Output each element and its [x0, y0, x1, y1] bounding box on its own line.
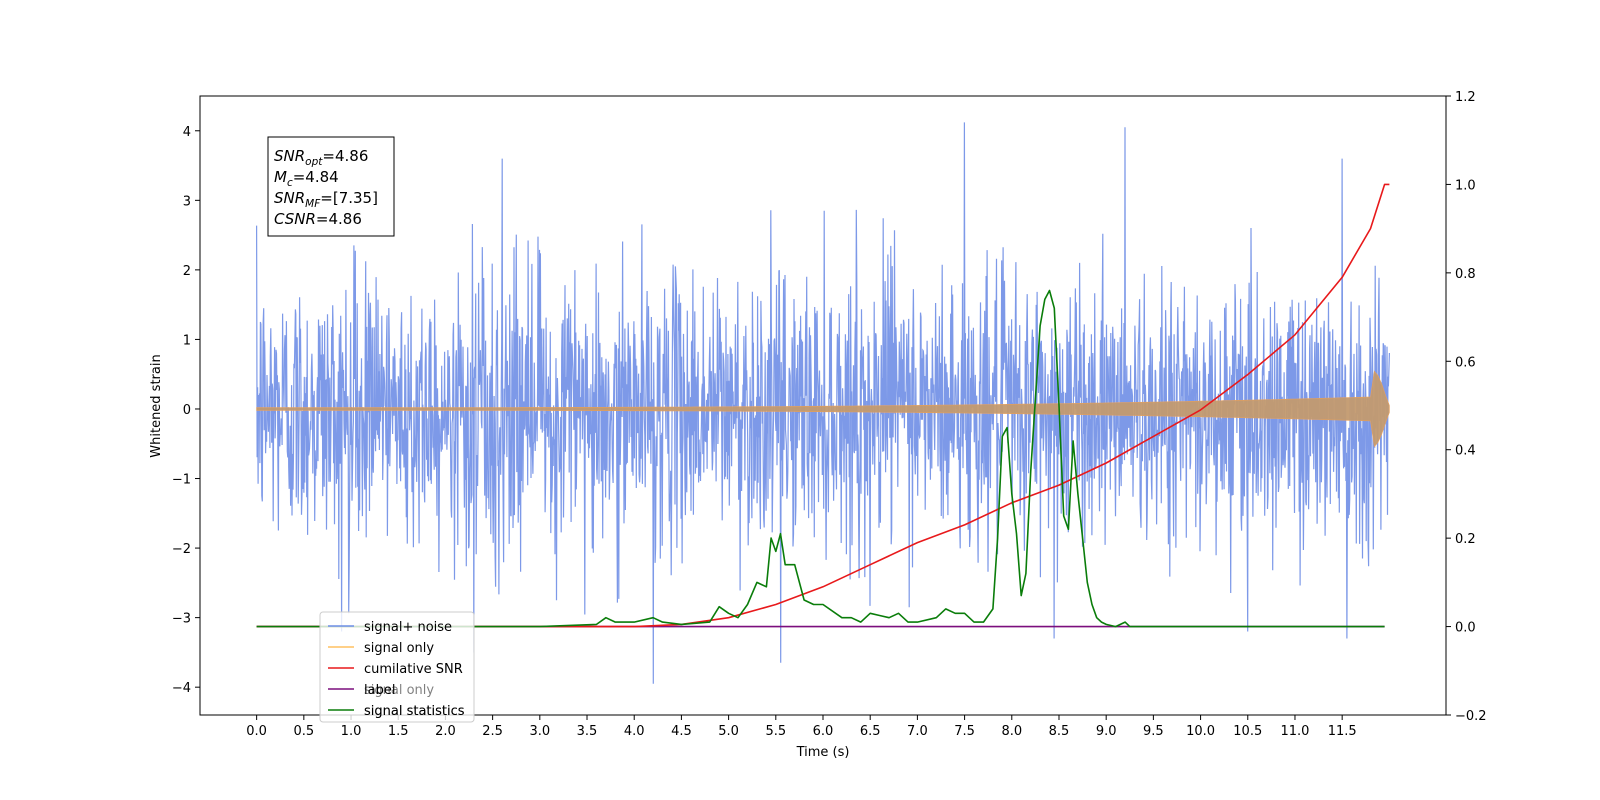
- y-tick-label: −1: [172, 473, 191, 488]
- x-axis: 0.0 0.5 1.0 1.5 2.0 2.5 3.0 3.5 4.0 4.5 5.0 5.5 6.0 6…: [246, 715, 1357, 739]
- x-tick-label: 3.5: [577, 724, 598, 739]
- x-tick-label: 6.5: [860, 724, 881, 739]
- legend-entry: label: [364, 683, 395, 698]
- x-tick-label: 2.5: [482, 724, 503, 739]
- legend-entry: signal only: [364, 641, 434, 656]
- x-tick-label: 11.5: [1328, 724, 1357, 739]
- y-axis-right: −0.2 0.0 0.2 0.4 0.6 0.8 1.0 1.2: [1446, 90, 1487, 724]
- y2-tick-label: 0.0: [1455, 621, 1476, 636]
- annotation-subscript: c: [287, 177, 293, 189]
- y-tick-label: −2: [172, 542, 191, 557]
- annotation-value: =4.86: [316, 210, 362, 228]
- x-tick-label: 7.0: [907, 724, 928, 739]
- y2-tick-label: 1.0: [1455, 178, 1476, 193]
- y-tick-label: −4: [172, 681, 191, 696]
- x-tick-label: 1.0: [341, 724, 362, 739]
- x-tick-label: 0.0: [246, 724, 267, 739]
- signal-statistics-line: [256, 289, 1385, 628]
- x-tick-label: 6.0: [813, 724, 834, 739]
- annotation-line: SNRMF=[7.35]: [274, 189, 378, 210]
- x-tick-label: 10.0: [1186, 724, 1215, 739]
- x-tick-label: 7.5: [954, 724, 975, 739]
- annotation-line: SNRopt=4.86: [274, 147, 368, 168]
- x-tick-label: 0.5: [293, 724, 314, 739]
- x-tick-label: 2.0: [435, 724, 456, 739]
- legend-ghost-entry: signal statistics: [364, 704, 465, 719]
- annotation-value: =[7.35]: [320, 189, 378, 207]
- y-tick-label: 1: [183, 333, 191, 348]
- y2-tick-label: 0.6: [1455, 355, 1476, 370]
- annotation-symbol: CSNR: [274, 210, 316, 228]
- y-axis-label: Whitened strain: [149, 354, 164, 457]
- x-tick-label: 1.5: [388, 724, 409, 739]
- annotation-symbol: M: [274, 168, 287, 186]
- y-axis-left: −4 −3 −2 −1 0 1 2 3 4: [172, 125, 200, 696]
- y-tick-label: 2: [183, 264, 191, 279]
- x-tick-label: 5.5: [765, 724, 786, 739]
- annotation-subscript: opt: [305, 156, 323, 168]
- annotation-symbol: SNR: [274, 189, 305, 207]
- x-axis-label: Time (s): [796, 745, 850, 760]
- y2-tick-label: 0.4: [1455, 444, 1476, 459]
- legend-ghost-entry: signal only: [364, 683, 434, 698]
- x-tick-label: 10.5: [1233, 724, 1262, 739]
- y2-tick-label: 0.2: [1455, 532, 1476, 547]
- annotation-value: =4.86: [322, 147, 368, 165]
- annotation-subscript: MF: [305, 198, 321, 210]
- x-tick-label: 4.5: [671, 724, 692, 739]
- x-tick-label: 9.0: [1096, 724, 1117, 739]
- y-tick-label: 4: [183, 125, 191, 140]
- legend-entry: signal+ noise: [364, 620, 452, 635]
- annotation-line: Mc=4.84: [274, 168, 339, 189]
- cumilative-snr-line: [256, 183, 1390, 628]
- x-tick-label: 3.0: [529, 724, 550, 739]
- x-tick-label: 8.0: [1001, 724, 1022, 739]
- legend-box: [319, 611, 475, 723]
- y-tick-label: 0: [183, 403, 191, 418]
- y-tick-label: −3: [172, 612, 191, 627]
- x-tick-label: 5.0: [718, 724, 739, 739]
- annotation-line: CSNR=4.86: [274, 210, 362, 228]
- y2-tick-label: −0.2: [1455, 709, 1487, 724]
- x-tick-label: 11.0: [1280, 724, 1309, 739]
- signal-only-series: [256, 370, 1390, 448]
- annotation-box: [267, 136, 395, 237]
- legend-entry: cumilative SNR: [364, 662, 463, 677]
- y2-tick-label: 1.2: [1455, 90, 1476, 105]
- legend-entry: signal statistics: [364, 704, 465, 719]
- y-tick-label: 3: [183, 194, 191, 209]
- x-tick-label: 8.5: [1049, 724, 1070, 739]
- annotation-value: =4.84: [293, 168, 339, 186]
- signal-only-line: [256, 370, 1390, 448]
- legend: signal+ noise signal only cumilative SNR la…: [319, 611, 475, 723]
- annotation-symbol: SNR: [274, 147, 305, 165]
- x-tick-label: 4.0: [624, 724, 645, 739]
- x-tick-label: 9.5: [1143, 724, 1164, 739]
- y2-tick-label: 0.8: [1455, 267, 1476, 282]
